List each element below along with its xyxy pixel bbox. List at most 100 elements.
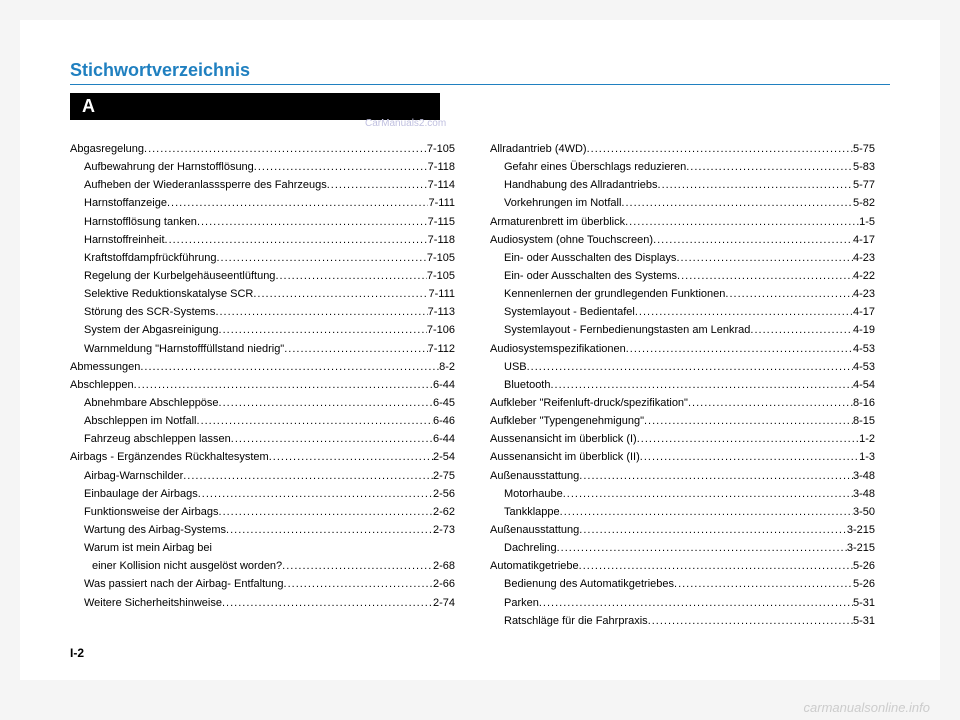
entry-label: USB [504,358,527,376]
entry-label: Weitere Sicherheitshinweise [84,594,222,612]
entry-label: Ein- oder Ausschalten des Displays [504,249,676,267]
index-entry: Einbaulage der Airbags .................… [70,485,455,503]
footer-watermark: carmanualsonline.info [804,700,930,715]
entry-label: Außenausstattung [490,521,579,539]
entry-dots: ........................................… [269,448,433,466]
entry-label: System der Abgasreinigung [84,321,219,339]
entry-label: Abschleppen [70,376,134,394]
entry-dots: ........................................… [579,521,847,539]
entry-label: Dachreling [504,539,557,557]
page-number: I-2 [70,646,84,660]
entry-page: 4-17 [853,303,875,321]
entry-label: Bedienung des Automatikgetriebes [504,575,674,593]
entry-page: 5-31 [853,594,875,612]
entry-dots: ........................................… [563,485,853,503]
entry-page: 3-215 [847,539,875,557]
entry-page: 6-44 [433,430,455,448]
entry-page: 7-112 [428,340,455,358]
entry-label: Handhabung des Allradantriebs [504,176,658,194]
entry-page: 1-2 [859,430,875,448]
entry-page: 4-23 [853,285,875,303]
entry-dots: ........................................… [587,140,853,158]
index-entry: Abschleppen im Notfall .................… [70,412,455,430]
index-entry: Harnstoffreinheit ......................… [70,231,455,249]
index-entry: einer Kollision nicht ausgelöst worden? … [70,557,455,575]
index-entry: Kennenlernen der grundlegenden Funktione… [490,285,875,303]
entry-page: 7-118 [428,158,455,176]
index-entry: Harnstoffanzeige .......................… [70,194,455,212]
entry-page: 5-26 [853,575,875,593]
entry-page: 1-5 [859,213,875,231]
entry-page: 7-115 [428,213,455,231]
entry-page: 4-17 [853,231,875,249]
index-entry: Abschleppen ............................… [70,376,455,394]
index-entry: USB ....................................… [490,358,875,376]
entry-dots: ........................................… [725,285,853,303]
entry-label: Warnmeldung "Harnstofffüllstand niedrig" [84,340,284,358]
entry-label: Parken [504,594,539,612]
entry-page: 4-22 [853,267,875,285]
entry-page: 2-75 [433,467,455,485]
entry-dots: ........................................… [253,285,428,303]
entry-page: 7-111 [428,285,455,303]
entry-label: Aufkleber "Reifenluft-druck/spezifikatio… [490,394,688,412]
entry-dots: ........................................… [327,176,428,194]
entry-label: Airbag-Warnschilder [84,467,183,485]
entry-page: 6-46 [433,412,455,430]
entry-page: 5-26 [853,557,875,575]
entry-dots: ........................................… [219,321,427,339]
index-entry: Abmessungen ............................… [70,358,455,376]
header-divider [70,84,890,85]
entry-dots: ........................................… [222,594,433,612]
entry-dots: ........................................… [231,430,433,448]
entry-dots: ........................................… [621,194,853,212]
index-entry: Gefahr eines Überschlags reduzieren ....… [490,158,875,176]
entry-label: Bluetooth [504,376,550,394]
entry-page: 5-83 [853,158,875,176]
entry-label: Kraftstoffdampfrückführung [84,249,216,267]
index-entry: Wartung des Airbag-Systems .............… [70,521,455,539]
entry-dots: ........................................… [579,557,853,575]
entry-dots: ........................................… [625,213,859,231]
index-letter: A [70,93,440,120]
index-entry: Ein- oder Ausschalten des Displays .....… [490,249,875,267]
entry-page: 4-19 [853,321,875,339]
entry-page: 5-31 [853,612,875,630]
entry-dots: ........................................… [183,467,433,485]
entry-label: Selektive Reduktionskatalyse SCR [84,285,253,303]
entry-label: Abschleppen im Notfall [84,412,197,430]
entry-dots: ........................................… [215,303,427,321]
entry-label: Motorhaube [504,485,563,503]
entry-label: Warum ist mein Airbag bei [84,539,212,557]
entry-dots: ........................................… [282,557,433,575]
entry-label: Vorkehrungen im Notfall [504,194,621,212]
entry-page: 8-15 [853,412,875,430]
entry-dots: ........................................… [219,503,433,521]
entry-dots: ........................................… [637,430,859,448]
index-entry: Ein- oder Ausschalten des Systems ......… [490,267,875,285]
entry-page: 7-106 [427,321,455,339]
entry-label: Aufbewahrung der Harnstofflösung [84,158,254,176]
entry-page: 8-16 [853,394,875,412]
entry-page: 3-48 [853,467,875,485]
entry-dots: ........................................… [550,376,852,394]
index-entry: Außenausstattung .......................… [490,521,875,539]
entry-label: Tankklappe [504,503,560,521]
entry-page: 3-215 [847,521,875,539]
index-entry: Aussenansicht im überblick (I) .........… [490,430,875,448]
entry-label: Aussenansicht im überblick (I) [490,430,637,448]
entry-page: 1-3 [859,448,875,466]
entry-page: 2-66 [433,575,455,593]
index-entry: Was passiert nach der Airbag- Entfaltung… [70,575,455,593]
entry-dots: ........................................… [198,485,433,503]
entry-page: 2-73 [433,521,455,539]
index-entry: Aufbewahrung der Harnstofflösung .......… [70,158,455,176]
index-entry: Weitere Sicherheitshinweise ............… [70,594,455,612]
document-page: Stichwortverzeichnis A CarManuals2.com A… [20,20,940,680]
left-column: Abgasregelung ..........................… [70,140,455,630]
index-entry: Aufkleber "Reifenluft-druck/spezifikatio… [490,394,875,412]
index-entry: Aussenansicht im überblick (II) ........… [490,448,875,466]
entry-page: 4-54 [853,376,875,394]
entry-dots: ........................................… [557,539,847,557]
index-entry: Automatikgetriebe ......................… [490,557,875,575]
